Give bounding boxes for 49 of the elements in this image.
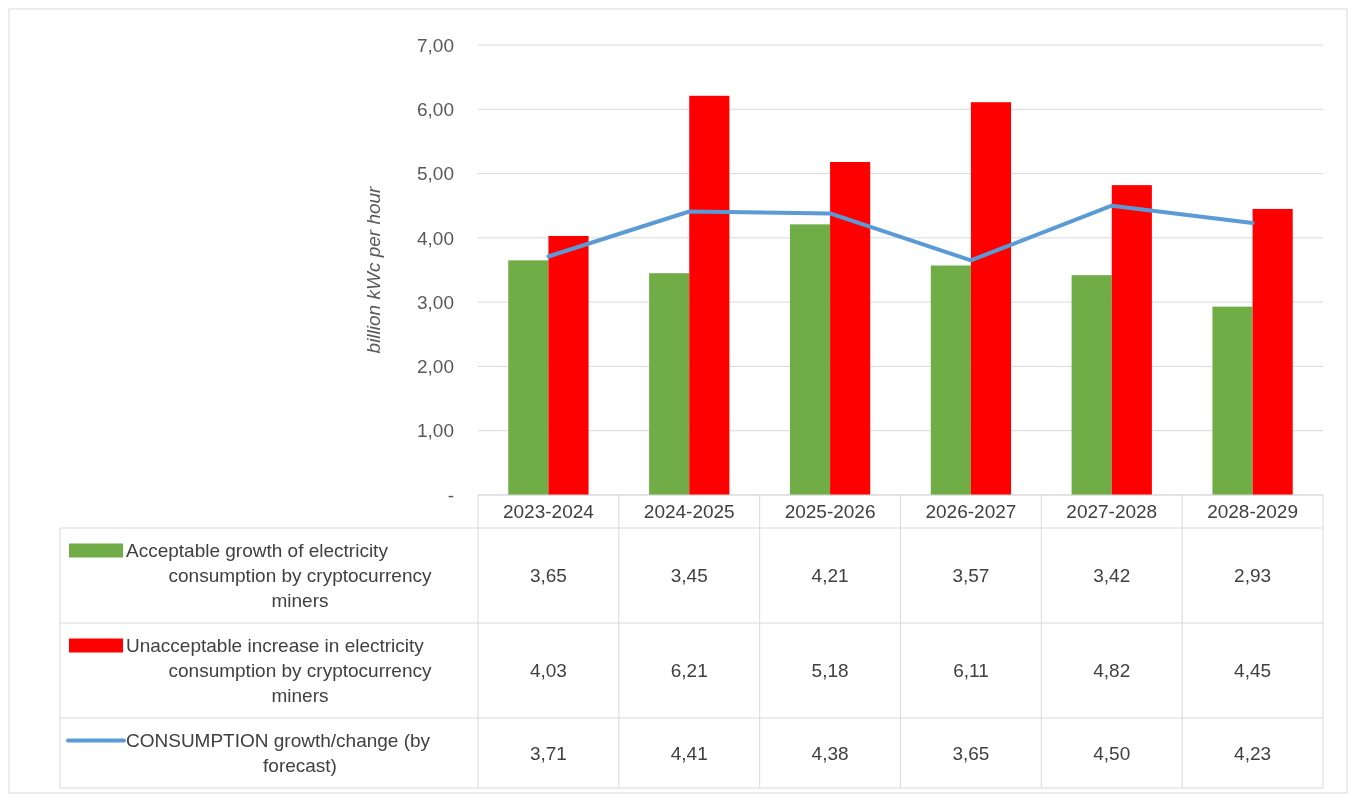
data-label: 6,11: [953, 660, 989, 682]
bar: [649, 273, 690, 495]
data-label: 3,45: [670, 565, 708, 587]
data-label: 3,57: [952, 565, 990, 587]
bar: [1252, 208, 1293, 495]
x-tick-label: 2024-2025: [643, 501, 735, 523]
y-tick-label: 6,00: [417, 98, 454, 120]
bar: [689, 95, 730, 495]
x-tick-label: 2025-2026: [784, 501, 876, 523]
data-label: 4,38: [811, 742, 849, 764]
legend-label: CONSUMPTION growth/change (by forecast): [126, 730, 431, 777]
data-label: 5,18: [811, 660, 849, 682]
y-axis-title: billion kWc per hour: [363, 185, 384, 354]
x-tick-label: 2028-2029: [1207, 501, 1299, 523]
bar: [508, 260, 549, 495]
data-label: 6,21: [670, 660, 708, 682]
bar: [1111, 185, 1152, 495]
bar: [830, 162, 871, 495]
data-label: 4,45: [1234, 660, 1272, 682]
data-label: 3,65: [529, 565, 567, 587]
data-label: 4,03: [529, 660, 567, 682]
data-label: 3,42: [1093, 565, 1131, 587]
y-tick-label: 4,00: [417, 227, 454, 249]
data-label: 3,71: [529, 742, 567, 764]
bar: [1212, 306, 1253, 495]
data-label: 4,23: [1234, 742, 1272, 764]
data-label: 4,50: [1093, 742, 1131, 764]
data-label: 3,65: [952, 742, 990, 764]
bar: [789, 224, 831, 495]
data-label: 4,41: [670, 742, 708, 764]
y-tick-label: 7,00: [417, 34, 454, 56]
legend-label: Unacceptable increase in electricity consumption by cryptocurrency miners: [126, 635, 432, 707]
x-tick-label: 2023-2024: [502, 501, 595, 523]
data-label: 4,82: [1093, 660, 1131, 682]
data-label: 4,21: [811, 565, 849, 587]
legend-label: Acceptable growth of electricity consumption by cryptocurrency miners: [126, 540, 432, 612]
y-tick-label: 1,00: [417, 420, 454, 442]
bar: [970, 102, 1012, 495]
x-tick-label: 2027-2028: [1066, 501, 1158, 523]
bar: [1071, 275, 1112, 495]
y-tick-label: -: [447, 484, 454, 506]
y-tick-label: 2,00: [417, 356, 454, 378]
bar: [930, 265, 971, 495]
bar: [548, 235, 589, 495]
y-tick-label: 5,00: [417, 163, 454, 185]
x-tick-label: 2026-2027: [925, 501, 1017, 523]
y-tick-label: 3,00: [417, 291, 454, 313]
data-label: 2,93: [1234, 565, 1272, 587]
line-series: [546, 203, 1255, 263]
